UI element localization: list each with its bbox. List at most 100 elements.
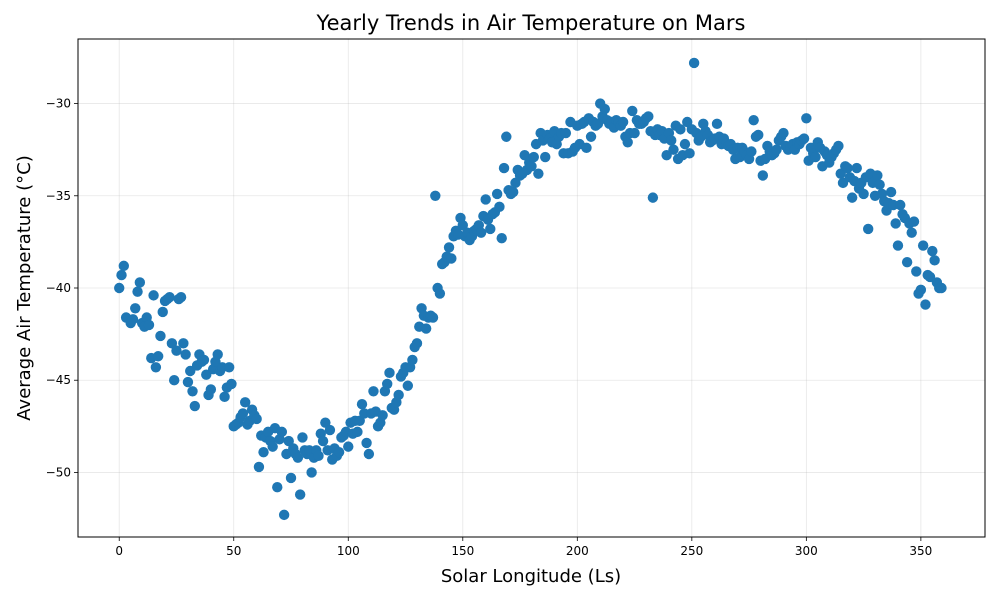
scatter-point [171,345,182,356]
scatter-point [526,161,537,172]
scatter-point [746,146,757,157]
scatter-point [226,378,237,390]
scatter-point [617,116,629,128]
scatter-point [862,223,874,235]
scatter-point [443,242,455,253]
scatter-point [132,286,143,297]
scatter-point [114,282,125,294]
scatter-point [906,227,917,238]
scatter-point [475,227,487,238]
scatter-point [152,351,164,362]
scatter-point [798,133,810,144]
scatter-point [134,277,146,288]
x-tick-label: 50 [226,544,241,558]
y-tick-label: −50 [46,465,71,479]
chart-title: Yearly Trends in Air Temperature on Mars [316,11,746,35]
scatter-point [446,253,457,264]
scatter-point [901,256,913,268]
scatter-point [908,216,920,227]
y-tick-label: −35 [46,189,71,203]
scatter-point [892,240,904,251]
scatter-point [313,450,324,462]
scatter-point [846,192,858,203]
scatter-point [753,129,764,141]
scatter-point [150,362,162,373]
scatter-point [116,269,127,281]
scatter-point [258,446,269,458]
scatter-point [237,408,249,419]
scatter-point [198,354,210,366]
scatter-point [182,376,194,388]
scatter-point [911,266,922,277]
scatter-point [494,201,505,213]
scatter-point [629,127,640,139]
scatter-point [212,349,223,360]
scatter-point [675,124,686,135]
scatter-point [411,338,423,349]
scatter-point [684,148,695,159]
scatter-point [581,142,592,154]
scatter-point [872,170,883,181]
scatter-point [858,188,869,200]
scatter-point [343,441,354,452]
scatter-point [833,140,844,152]
scatter-point [501,131,512,142]
x-tick-label: 350 [909,544,932,558]
scatter-point [205,384,217,395]
scatter-point [251,413,262,425]
scatter-point [917,240,929,251]
data-points [114,57,947,521]
scatter-point [507,186,519,198]
scatter-point [485,223,496,235]
y-tick-label: −30 [46,97,71,111]
scatter-point [333,446,345,458]
scatter-point [688,57,700,69]
scatter-point [292,452,304,463]
scatter-point [253,461,265,473]
x-tick-label: 100 [337,544,360,558]
scatter-point [306,467,317,478]
scatter-point [294,489,306,500]
scatter-point [498,162,510,174]
scatter-point [533,168,544,179]
scatter-point [402,380,414,391]
x-axis-ticks: 0 50 100 150 200 250 300 350 [115,537,932,558]
scatter-point [920,299,931,310]
scatter-point [496,233,507,244]
scatter-point [491,188,503,200]
scatter-point [276,426,288,438]
scatter-point [540,151,551,163]
scatter-point [915,284,927,296]
scatter-point [143,319,155,331]
x-tick-label: 200 [566,544,589,558]
scatter-point [317,435,329,447]
scatter-point [127,314,139,325]
scatter-point [627,105,638,117]
scatter-point [155,330,166,342]
scatter-point [528,151,539,163]
scatter-point [666,135,677,146]
scatter-point [434,288,446,299]
scatter-point [890,218,901,229]
scatter-point [223,362,235,373]
scatter-point [748,114,759,126]
scatter-point [885,186,897,198]
scatter-point [842,162,853,174]
scatter-point [801,113,812,124]
scatter-point [368,386,379,397]
scatter-point [585,131,597,142]
scatter-point [157,306,168,318]
scatter-point [356,399,368,410]
scatter-point [130,303,141,314]
scatter-point [382,378,393,390]
x-tick-label: 0 [115,544,123,558]
scatter-point [599,103,610,115]
scatter-point [324,424,336,436]
scatter-point [560,127,572,139]
scatter-point [851,162,862,174]
scatter-point [668,144,679,155]
scatter-point [168,375,180,386]
scatter-point [189,400,201,412]
